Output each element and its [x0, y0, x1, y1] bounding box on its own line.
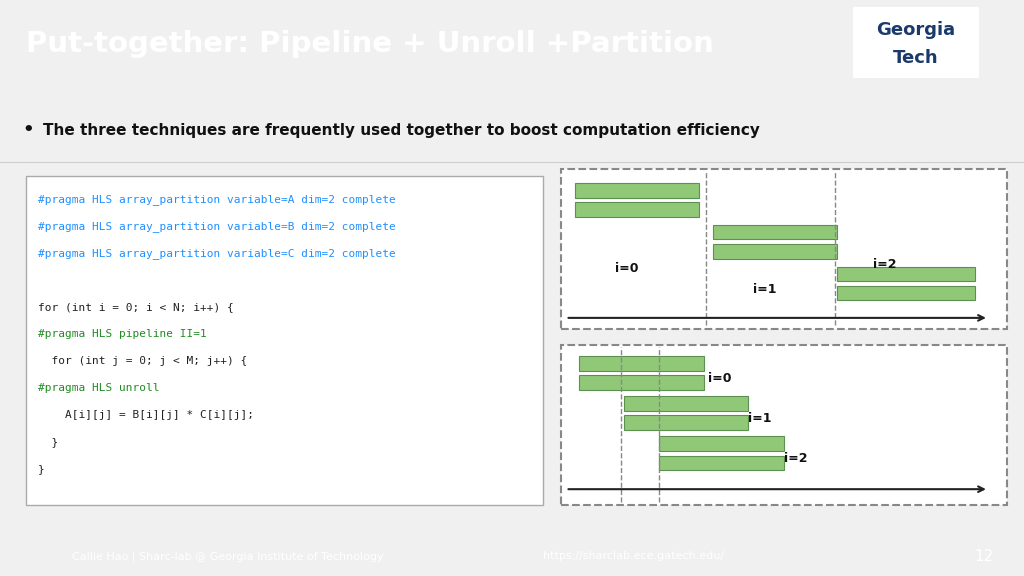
- Text: Tech: Tech: [893, 49, 939, 67]
- Text: #pragma HLS unroll: #pragma HLS unroll: [38, 383, 160, 393]
- FancyBboxPatch shape: [624, 396, 749, 411]
- Text: #pragma HLS array_partition variable=C dim=2 complete: #pragma HLS array_partition variable=C d…: [38, 248, 395, 259]
- FancyBboxPatch shape: [574, 202, 699, 217]
- FancyBboxPatch shape: [26, 176, 543, 505]
- Text: Callie Hao | Sharc-lab @ Georgia Institute of Technology: Callie Hao | Sharc-lab @ Georgia Institu…: [72, 551, 383, 562]
- FancyBboxPatch shape: [838, 267, 976, 281]
- Text: https://sharclab.ece.gatech.edu/: https://sharclab.ece.gatech.edu/: [543, 551, 724, 562]
- FancyBboxPatch shape: [561, 345, 1007, 505]
- Text: i=0: i=0: [709, 372, 731, 385]
- Text: i=1: i=1: [749, 412, 772, 425]
- FancyBboxPatch shape: [574, 183, 699, 198]
- FancyBboxPatch shape: [624, 415, 749, 430]
- FancyBboxPatch shape: [659, 456, 784, 470]
- Text: i=0: i=0: [614, 262, 638, 275]
- Text: #pragma HLS pipeline II=1: #pragma HLS pipeline II=1: [38, 329, 207, 339]
- Text: }: }: [38, 465, 45, 475]
- FancyBboxPatch shape: [853, 7, 979, 78]
- FancyBboxPatch shape: [561, 169, 1007, 329]
- FancyBboxPatch shape: [579, 356, 703, 370]
- Text: Put-together: Pipeline + Unroll +Partition: Put-together: Pipeline + Unroll +Partiti…: [26, 31, 714, 58]
- FancyBboxPatch shape: [579, 376, 703, 390]
- FancyBboxPatch shape: [713, 244, 838, 259]
- Text: 12: 12: [974, 549, 993, 564]
- Text: i=1: i=1: [753, 282, 776, 295]
- Text: i=2: i=2: [784, 452, 807, 465]
- Text: for (int j = 0; j < M; j++) {: for (int j = 0; j < M; j++) {: [38, 356, 247, 366]
- Text: The three techniques are frequently used together to boost computation efficienc: The three techniques are frequently used…: [43, 123, 760, 138]
- FancyBboxPatch shape: [713, 225, 838, 240]
- Text: •: •: [23, 122, 34, 139]
- Text: #pragma HLS array_partition variable=B dim=2 complete: #pragma HLS array_partition variable=B d…: [38, 221, 395, 232]
- FancyBboxPatch shape: [838, 286, 976, 300]
- Text: i=2: i=2: [872, 259, 896, 271]
- Text: Georgia: Georgia: [877, 21, 955, 39]
- Text: A[i][j] = B[i][j] * C[i][j];: A[i][j] = B[i][j] * C[i][j];: [38, 410, 254, 420]
- FancyBboxPatch shape: [659, 436, 784, 450]
- Text: #pragma HLS array_partition variable=A dim=2 complete: #pragma HLS array_partition variable=A d…: [38, 194, 395, 204]
- Text: for (int i = 0; i < N; i++) {: for (int i = 0; i < N; i++) {: [38, 302, 233, 312]
- Text: }: }: [38, 438, 58, 448]
